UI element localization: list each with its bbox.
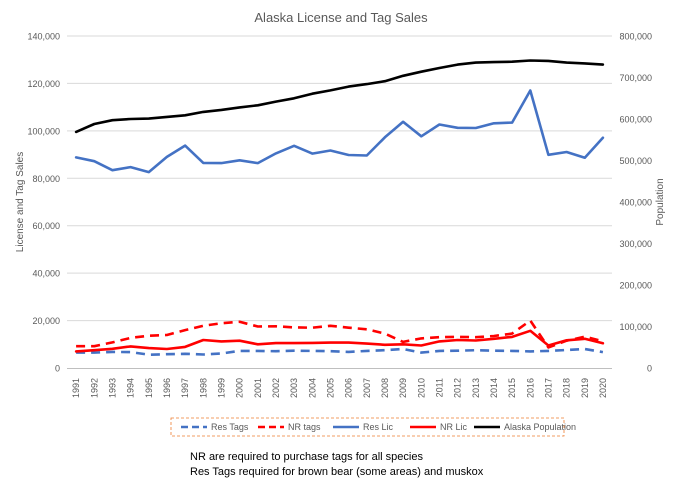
left-tick-label: 0 [55,364,60,374]
x-tick-label: 2008 [380,378,390,398]
series-line-alaska-population [74,59,605,134]
right-tick-label: 0 [647,364,652,374]
x-tick-label: 2006 [344,378,354,398]
x-tick-label: 2013 [471,378,481,398]
x-tick-label: 2011 [434,378,444,397]
right-axis-ticks: 0 100,000 200,000 300,000 400,000 500,000 600,… [619,32,652,374]
right-tick-label: 500,000 [619,156,652,166]
right-tick-label: 800,000 [619,32,652,42]
left-tick-label: 120,000 [27,79,60,89]
left-tick-label: 60,000 [32,221,60,231]
series-line-res-tags [76,347,604,357]
x-tick-label: 1994 [126,378,136,398]
left-tick-label: 100,000 [27,126,60,136]
note-line-1: NR are required to purchase tags for all… [190,451,423,463]
x-tick-label: 2016 [525,378,535,398]
x-tick-label: 1995 [144,378,154,398]
x-tick-label: 1999 [216,378,226,398]
left-tick-label: 140,000 [27,32,60,42]
series-lines [74,59,605,357]
x-tick-label: 1992 [89,378,99,398]
chart-title: Alaska License and Tag Sales [254,10,428,25]
x-axis-ticks: 1991 1992 1993 1994 1995 1996 1997 1998 1999 2000… [71,378,608,398]
legend-label-res-lic: Res Lic [363,422,394,432]
note-line-2: Res Tags required for brown bear (some a… [190,466,484,478]
x-tick-label: 1998 [198,378,208,398]
legend-label-nr-tags: NR tags [288,422,321,432]
x-tick-label: 2002 [271,378,281,398]
x-tick-label: 2020 [598,378,608,398]
legend-box [170,417,565,437]
right-tick-label: 700,000 [619,73,652,83]
x-tick-label: 2014 [489,378,499,398]
left-axis-label: License and Tag Sales [15,152,26,252]
x-tick-label: 1997 [180,378,190,398]
chart-notes: NR are required to purchase tags for all… [190,450,483,480]
series-line-res-lic [74,89,605,174]
right-tick-label: 400,000 [619,198,652,208]
x-tick-label: 1991 [71,378,81,398]
legend-label-alaska-population: Alaska Population [504,422,576,432]
x-tick-label: 1996 [162,378,172,398]
x-tick-label: 2007 [362,378,372,398]
left-axis-ticks: 0 20,000 40,000 60,000 80,000 100,000 120,000 1… [27,32,60,374]
x-tick-label: 2017 [543,378,553,398]
x-tick-label: 2012 [453,378,463,398]
x-tick-label: 2004 [307,378,317,398]
x-tick-label: 1993 [107,378,117,398]
x-tick-label: 2019 [580,378,590,398]
x-tick-label: 2001 [253,378,263,398]
x-tick-label: 2018 [562,378,572,398]
legend: Res Tags NR tags Res Lic NR Lic Alaska Popul… [181,422,576,432]
left-tick-label: 20,000 [32,316,60,326]
legend-label-res-tags: Res Tags [211,422,249,432]
right-tick-label: 200,000 [619,281,652,291]
x-tick-label: 2009 [398,378,408,398]
legend-label-nr-lic: NR Lic [440,422,468,432]
x-tick-label: 2000 [235,378,245,398]
left-tick-label: 40,000 [32,269,60,279]
gridlines [67,35,612,322]
right-tick-label: 600,000 [619,115,652,125]
x-tick-label: 2003 [289,378,299,398]
x-tick-label: 2010 [416,378,426,398]
right-tick-label: 300,000 [619,239,652,249]
left-tick-label: 80,000 [32,174,60,184]
x-tick-label: 2015 [507,378,517,398]
right-axis-label: Population [655,178,666,225]
right-tick-label: 100,000 [619,322,652,332]
series-line-nr-lic [74,329,605,353]
x-tick-label: 2005 [325,378,335,398]
